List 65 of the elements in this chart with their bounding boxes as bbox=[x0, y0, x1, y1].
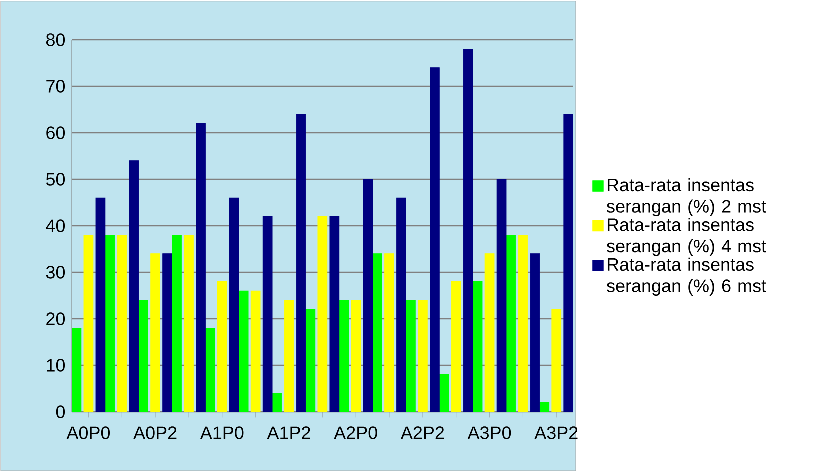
bar bbox=[184, 235, 194, 412]
bar bbox=[439, 374, 450, 412]
x-tick-label: A2P0 bbox=[334, 426, 378, 440]
bar bbox=[506, 235, 516, 412]
bar bbox=[552, 309, 562, 412]
y-tick-label: 30 bbox=[46, 266, 66, 279]
x-tick-label: A3P2 bbox=[534, 426, 578, 440]
y-tick-label: 20 bbox=[46, 312, 66, 326]
bar bbox=[384, 254, 394, 412]
legend-label: Rata-rata insentas serangan (%) 2 mst bbox=[607, 178, 766, 217]
bar bbox=[229, 198, 240, 412]
bar bbox=[262, 216, 273, 412]
x-tick-label: A1P0 bbox=[200, 426, 244, 440]
bar bbox=[451, 282, 462, 412]
bar bbox=[84, 235, 94, 412]
bar bbox=[496, 179, 507, 412]
bar bbox=[272, 393, 282, 412]
bar bbox=[351, 300, 362, 412]
bar bbox=[284, 300, 294, 412]
bar bbox=[306, 309, 316, 412]
bar bbox=[484, 254, 495, 412]
bar bbox=[172, 235, 182, 412]
bar bbox=[418, 300, 428, 412]
x-tick-label: A2P2 bbox=[400, 426, 444, 440]
bar bbox=[162, 254, 172, 412]
bar bbox=[318, 216, 328, 412]
bar bbox=[138, 300, 148, 412]
y-tick-label: 70 bbox=[46, 80, 66, 93]
x-tick-label: A0P2 bbox=[134, 426, 177, 440]
bar bbox=[530, 254, 540, 412]
bar bbox=[472, 282, 483, 412]
legend-label: Rata-rata insentas serangan (%) 6 mst bbox=[607, 258, 766, 296]
bar bbox=[564, 114, 574, 412]
bar bbox=[463, 49, 474, 412]
legend-label: Rata-rata insentas serangan (%) 4 mst bbox=[607, 218, 766, 256]
x-tick-label: A0P0 bbox=[66, 426, 110, 440]
bar bbox=[406, 300, 416, 412]
bar bbox=[96, 198, 106, 412]
bar bbox=[518, 235, 528, 412]
y-tick-label: 40 bbox=[46, 220, 66, 232]
x-tick-label: A1P2 bbox=[267, 426, 310, 440]
bar bbox=[205, 328, 216, 412]
bar bbox=[372, 254, 382, 412]
bar bbox=[396, 198, 406, 412]
bar bbox=[105, 235, 116, 412]
bar bbox=[339, 300, 350, 412]
bar bbox=[238, 290, 249, 412]
bar bbox=[217, 282, 228, 412]
bar bbox=[363, 179, 374, 412]
bar bbox=[196, 123, 206, 412]
bar bbox=[72, 328, 82, 412]
x-tick-label: A3P0 bbox=[468, 426, 512, 440]
y-tick-label: 60 bbox=[46, 126, 66, 140]
y-tick-label: 50 bbox=[46, 173, 66, 186]
bar bbox=[430, 68, 440, 412]
bar bbox=[250, 290, 261, 412]
y-tick-label: 80 bbox=[46, 34, 66, 46]
y-tick-label: 10 bbox=[47, 359, 66, 372]
bar bbox=[129, 160, 140, 412]
bar bbox=[540, 402, 550, 412]
bar bbox=[117, 235, 128, 412]
y-tick-label: 0 bbox=[56, 406, 66, 418]
bar bbox=[150, 254, 160, 412]
bar bbox=[296, 114, 306, 412]
bar bbox=[330, 216, 340, 412]
